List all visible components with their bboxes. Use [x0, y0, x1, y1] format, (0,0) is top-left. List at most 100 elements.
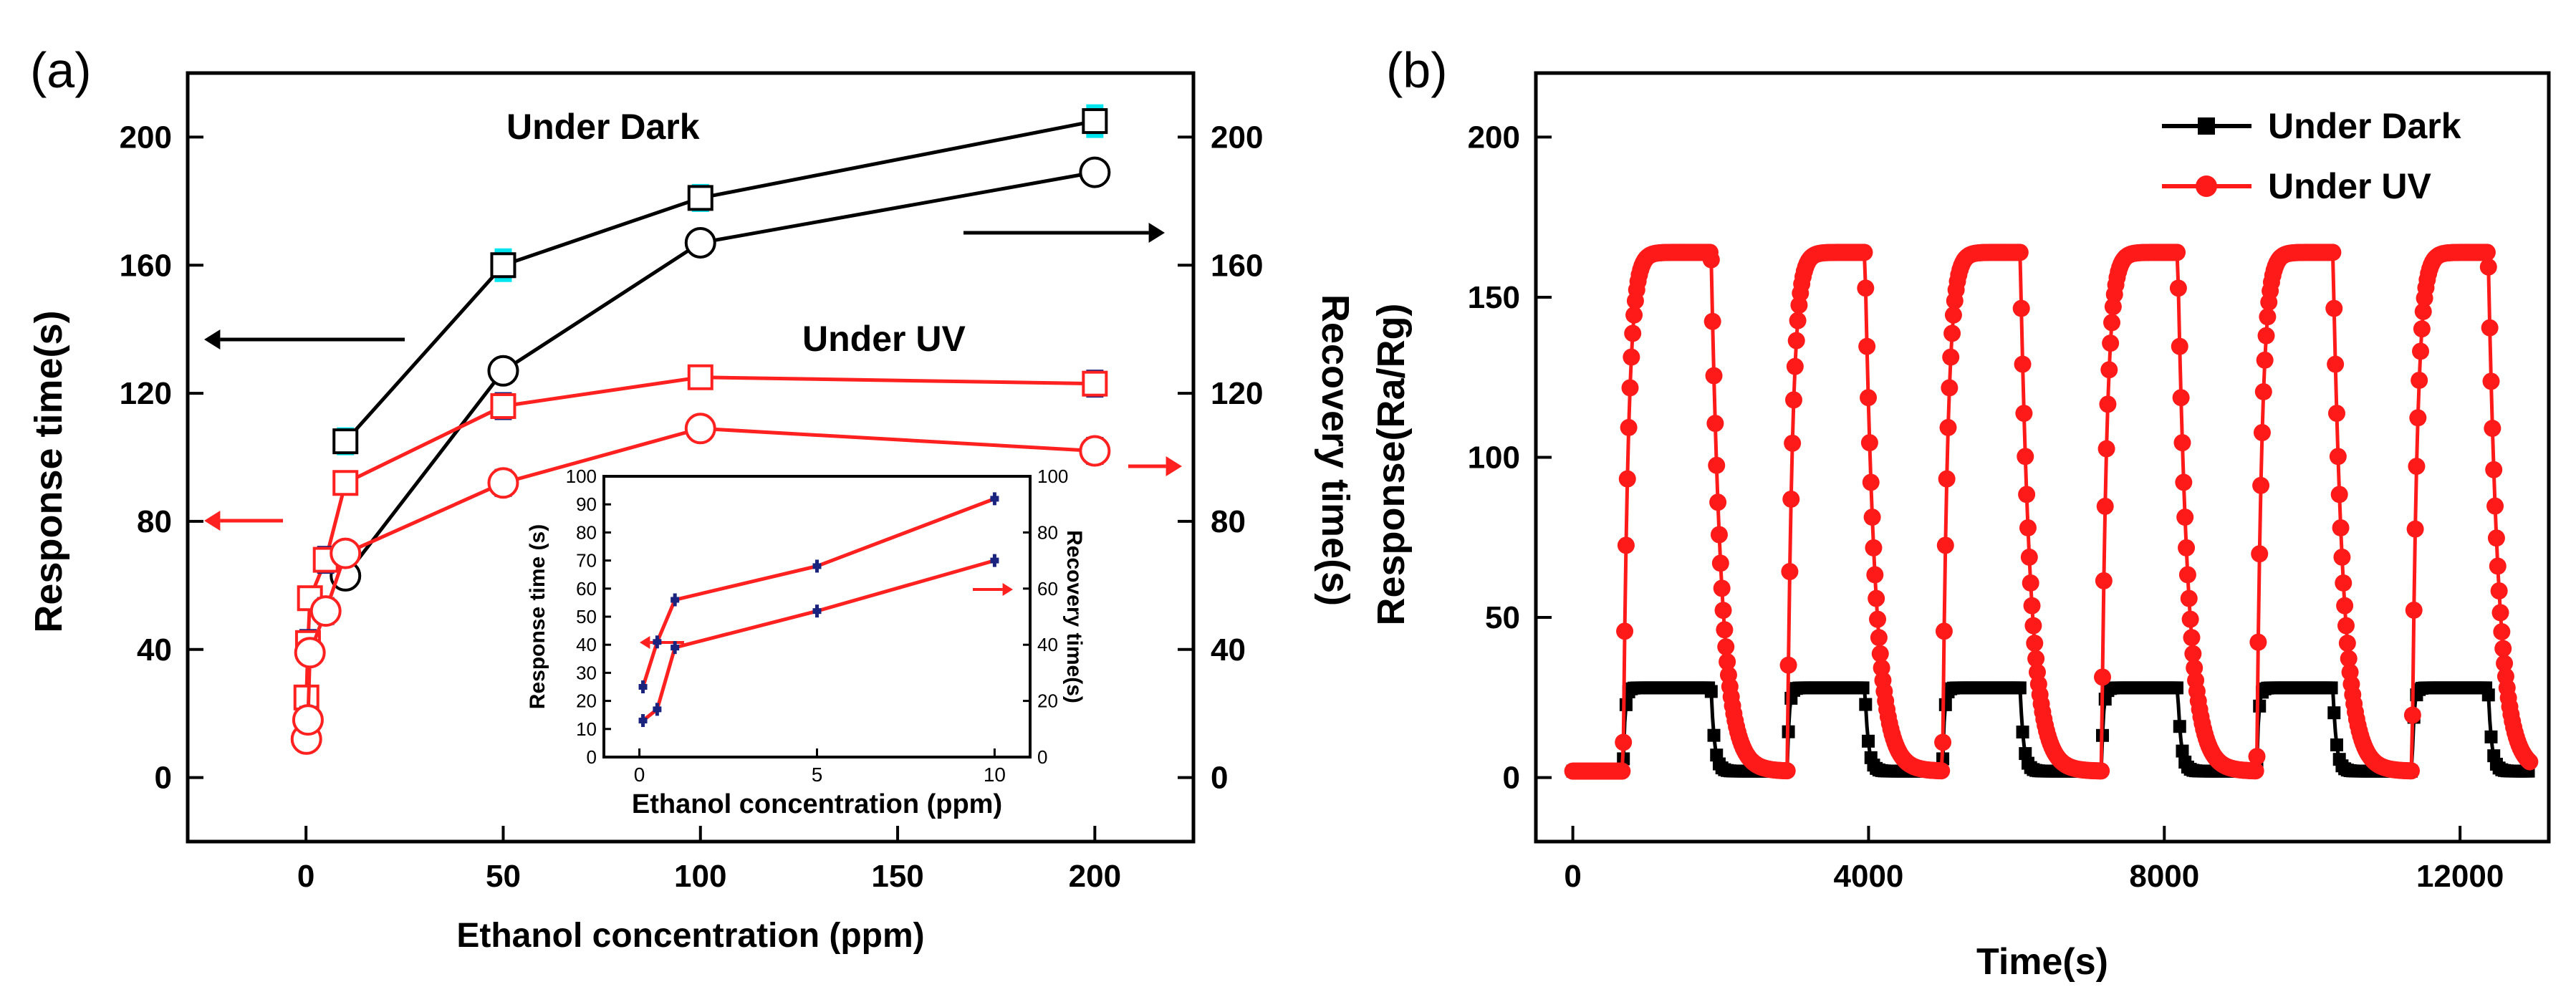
data-point-under-uv — [2337, 617, 2355, 635]
data-point-under-dark — [2013, 681, 2027, 695]
data-point — [1079, 156, 1111, 188]
data-point-under-uv — [2168, 244, 2186, 261]
data-point-under-uv — [1620, 418, 1638, 436]
data-point-under-uv — [2327, 355, 2345, 373]
inset-y2-tick-label: 100 — [1037, 466, 1068, 487]
data-point-under-uv — [1717, 638, 1735, 656]
panel-label: (a) — [30, 42, 92, 98]
data-point-under-dark — [1856, 681, 1870, 695]
inset-data-point — [812, 608, 822, 615]
data-point-under-uv — [2325, 299, 2343, 317]
data-point-under-dark — [2176, 744, 2189, 758]
x-axis-label: Ethanol concentration (ppm) — [456, 917, 924, 955]
data-point-under-uv — [2024, 617, 2042, 635]
data-point-under-dark — [1704, 685, 1718, 698]
data-point-under-uv — [1863, 509, 1881, 526]
inset-y-tick-label: 30 — [576, 662, 597, 683]
inset-data-point — [638, 718, 648, 724]
data-point-under-uv — [2171, 337, 2188, 355]
data-point-under-uv — [2173, 434, 2191, 452]
y-tick-label: 80 — [137, 504, 172, 539]
data-point-under-uv — [1938, 470, 1956, 488]
data-point-under-uv — [1782, 490, 1800, 508]
inset-y2-tick-label: 60 — [1037, 578, 1058, 599]
panel-b: (b) 0 4000 8000 12000 0 50 100 150 200 Time(s) Resp… — [1370, 42, 2551, 983]
data-point-under-uv — [1703, 312, 1721, 330]
data-point — [292, 704, 324, 736]
data-point-under-uv — [1616, 622, 1634, 640]
inset-y-tick-label: 70 — [576, 550, 597, 572]
series-line — [344, 119, 1095, 443]
data-point-under-uv — [2169, 279, 2187, 297]
data-point-under-uv — [2097, 440, 2115, 458]
data-point-under-dark — [2016, 726, 2029, 739]
y2-tick-label: 80 — [1211, 504, 1246, 539]
data-point-under-uv — [1615, 733, 1633, 751]
data-point-under-uv — [2183, 629, 2201, 647]
data-point — [309, 595, 342, 627]
data-point-under-uv — [2340, 650, 2358, 668]
data-point-under-uv — [2259, 308, 2277, 326]
data-point — [684, 226, 716, 259]
inset-y-tick-label: 40 — [576, 634, 597, 655]
data-point-under-uv — [1778, 762, 1796, 780]
data-point-under-uv — [2329, 448, 2347, 466]
inset-x-tick-label: 5 — [812, 764, 823, 786]
data-point-under-uv — [2330, 486, 2348, 504]
data-point-under-uv — [2409, 409, 2427, 427]
data-point — [332, 428, 359, 455]
data-point-under-uv — [2333, 548, 2351, 566]
data-point-under-uv — [2102, 334, 2120, 352]
y2-tick-label: 0 — [1211, 761, 1228, 796]
data-point-under-uv — [1711, 554, 1729, 572]
data-point — [687, 364, 713, 390]
data-point-under-uv — [1871, 645, 1889, 663]
inset-y2-tick-label: 20 — [1037, 690, 1058, 712]
x-tick-label: 100 — [674, 859, 726, 894]
data-point-under-uv — [1621, 379, 1639, 397]
data-point-under-uv — [1860, 389, 1878, 407]
data-point-under-uv — [2248, 748, 2266, 766]
data-point-under-uv — [2405, 601, 2423, 619]
y2-tick-label: 120 — [1211, 376, 1263, 411]
data-point-under-uv — [2020, 548, 2038, 566]
inset-y-tick-label: 90 — [576, 493, 597, 515]
data-point-under-uv — [2403, 706, 2421, 724]
y-tick-label: 40 — [137, 632, 172, 668]
inset-y2-tick-label: 0 — [1037, 746, 1047, 768]
annotation-under-dark: Under Dark — [506, 107, 700, 147]
arrow-dark-response-head — [204, 329, 221, 350]
data-point-under-uv — [1708, 456, 1726, 474]
x-tick-label: 0 — [1564, 859, 1581, 894]
data-point-under-uv — [2324, 244, 2342, 261]
x-tick-label: 150 — [871, 859, 923, 894]
annotation-under-uv: Under UV — [802, 319, 966, 359]
data-point-under-uv — [2103, 314, 2121, 332]
data-point-under-uv — [2487, 529, 2505, 547]
data-point-under-uv — [2253, 424, 2271, 442]
data-point-under-uv — [1870, 629, 1888, 647]
data-point-under-uv — [1716, 621, 1734, 639]
data-point-under-uv — [2489, 557, 2507, 575]
data-point-under-uv — [2408, 458, 2426, 476]
data-point-under-uv — [1933, 762, 1951, 780]
data-point-under-dark — [2481, 688, 2495, 702]
data-point-under-uv — [1706, 415, 1724, 433]
data-point-under-uv — [2414, 302, 2432, 320]
data-point-under-dark — [1707, 728, 1721, 742]
data-point-under-uv — [2186, 659, 2203, 677]
data-point-under-uv — [2246, 762, 2264, 780]
data-point-under-uv — [2015, 405, 2033, 423]
data-point — [294, 637, 326, 669]
data-point-under-uv — [2178, 566, 2196, 584]
inset-data-point — [990, 557, 999, 564]
x-tick-label: 4000 — [1834, 859, 1904, 894]
inset-data-point — [671, 645, 680, 651]
data-point-under-uv — [1719, 653, 1736, 671]
y-tick-label: 100 — [1468, 440, 1520, 476]
data-point-under-dark — [2325, 681, 2338, 695]
data-point-under-uv — [2172, 389, 2190, 407]
data-point-under-uv — [1855, 244, 1873, 261]
data-point-under-uv — [2012, 299, 2030, 317]
arrow-dark-recovery-head — [1148, 223, 1165, 243]
